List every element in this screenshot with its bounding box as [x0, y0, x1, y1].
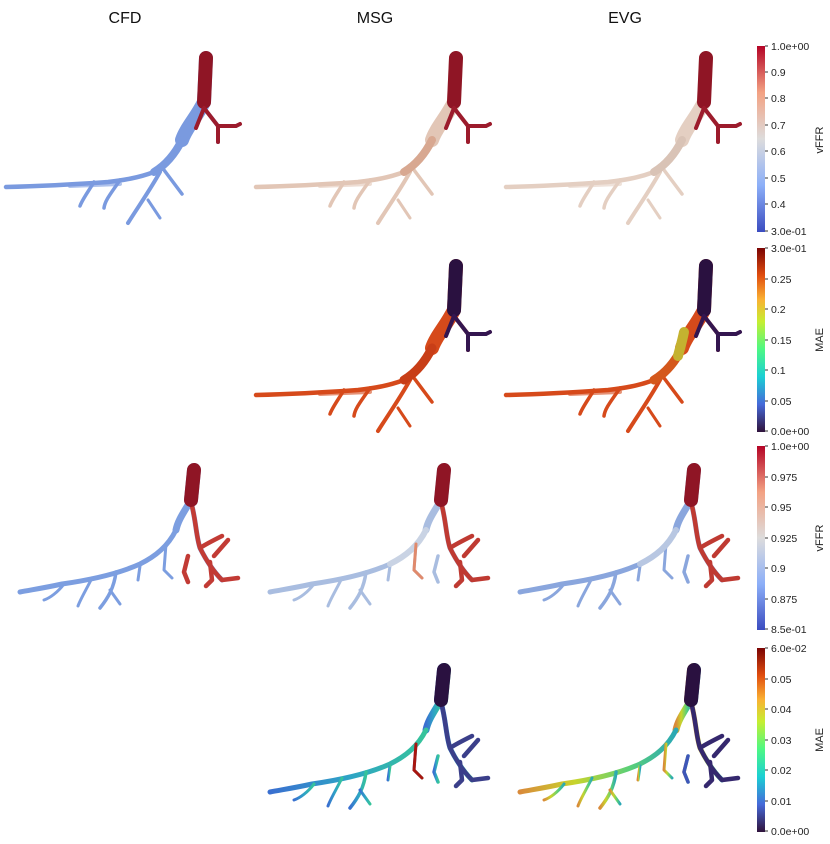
colorbar-tick: 3.0e-01 [771, 243, 807, 255]
colorbar-mae-row2: 3.0e-01 0.25 0.2 0.15 0.1 0.05 0.0e+00 M… [757, 243, 826, 438]
colorbar-tick: 0.15 [771, 335, 792, 347]
colorbar-label: vFFR [814, 127, 826, 154]
colorbar-tick: 0.0e+00 [771, 826, 809, 838]
tree-cfd-vffr-row1 [6, 51, 240, 223]
column-title-cfd: CFD [108, 10, 142, 27]
colorbar-tick: 0.6 [771, 146, 786, 158]
colorbar-tick: 1.0e+00 [771, 441, 809, 453]
colorbar-tick: 6.0e-02 [771, 643, 807, 655]
colorbar-tick: 0.02 [771, 765, 792, 777]
colorbar-vffr-row3: 1.0e+00 0.975 0.95 0.925 0.9 0.875 8.5e-… [757, 441, 826, 636]
tree-msg-vffr-row1 [256, 51, 490, 223]
colorbar-vffr-row1: 1.0e+00 0.9 0.8 0.7 0.6 0.5 0.4 3.0e-01 … [757, 41, 826, 238]
colorbar-tick: 1.0e+00 [771, 41, 809, 53]
colorbar-tick: 0.7 [771, 120, 786, 132]
colorbar-tick: 0.03 [771, 735, 792, 747]
colorbar-tick: 3.0e-01 [771, 226, 807, 238]
colorbar-tick: 0.875 [771, 594, 797, 606]
tree-msg-mae-row4 [270, 663, 488, 808]
colorbar-tick: 0.01 [771, 796, 792, 808]
tree-cfd-vffr-row3 [20, 463, 238, 608]
colorbar-label: MAE [814, 328, 826, 352]
colorbar-tick: 0.2 [771, 304, 786, 316]
colorbar-mae-row4: 6.0e-02 0.05 0.04 0.03 0.02 0.01 0.0e+00… [757, 643, 826, 838]
tree-msg-mae-row2 [256, 259, 490, 431]
colorbar-tick: 0.1 [771, 365, 786, 377]
colorbar-tick: 0.9 [771, 563, 786, 575]
colorbar-tick: 0.25 [771, 274, 792, 286]
colorbar-tick: 0.0e+00 [771, 426, 809, 438]
column-title-msg: MSG [356, 10, 394, 27]
column-title-evg: EVG [608, 10, 642, 27]
colorbar-tick: 0.5 [771, 173, 786, 185]
colorbar-label: vFFR [814, 525, 826, 552]
tree-evg-mae-row2 [506, 259, 740, 431]
colorbar-tick: 0.9 [771, 67, 786, 79]
tree-msg-vffr-row3 [270, 463, 488, 608]
colorbar-tick: 0.925 [771, 533, 797, 545]
colorbar-tick: 0.04 [771, 704, 792, 716]
colorbar-tick: 0.8 [771, 93, 786, 105]
tree-evg-mae-row4 [520, 663, 738, 808]
colorbar-tick: 0.95 [771, 502, 792, 514]
colorbar-tick: 0.975 [771, 472, 797, 484]
colorbar-tick: 0.05 [771, 396, 792, 408]
tree-evg-vffr-row1 [506, 51, 740, 223]
tree-evg-vffr-row3 [520, 463, 738, 608]
colorbar-tick: 8.5e-01 [771, 624, 807, 636]
colorbar-tick: 0.4 [771, 199, 786, 211]
colorbar-tick: 0.05 [771, 674, 792, 686]
colorbar-label: MAE [814, 728, 826, 752]
